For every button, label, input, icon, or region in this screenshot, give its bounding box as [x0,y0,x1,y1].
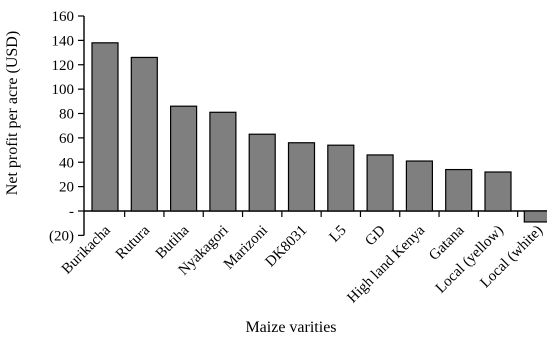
bar [130,56,158,212]
x-ticks: Burikacha Rutura ButihaNyakagoriMarizoniDK… [59,211,546,306]
category-label: L5 [327,223,350,246]
y-ticks: (20) - 20 40 60 80 100 120 140 160 [49,9,84,244]
bar [366,154,394,212]
bar [405,160,433,212]
y-tick-label: 160 [52,9,75,25]
y-tick-label: 40 [59,155,74,171]
y-tick-label: 60 [59,131,74,147]
bar [484,171,512,212]
y-tick-label: (20) [49,228,74,244]
y-tick-label: 20 [59,180,74,196]
category-label: Marizoni [221,223,271,273]
bar [248,133,276,212]
bar [523,210,547,223]
y-tick-label: 80 [59,107,74,123]
bar [91,42,119,212]
y-axis-title: Net profit per acre (USD) [4,31,21,195]
category-label: GD [362,222,389,249]
category-label: Rutura [113,222,153,262]
y-tick-label: - [69,204,74,220]
bar [445,168,473,212]
x-axis-title: Maize varities [245,319,336,336]
y-tick-label: 100 [52,82,75,98]
category-label: DK8031 [262,223,310,271]
bar [209,111,237,212]
y-tick-label: 140 [52,33,75,49]
bar [287,142,316,212]
bar [327,144,355,212]
y-tick-label: 120 [52,58,75,74]
bar [170,105,198,212]
bars [91,42,547,223]
